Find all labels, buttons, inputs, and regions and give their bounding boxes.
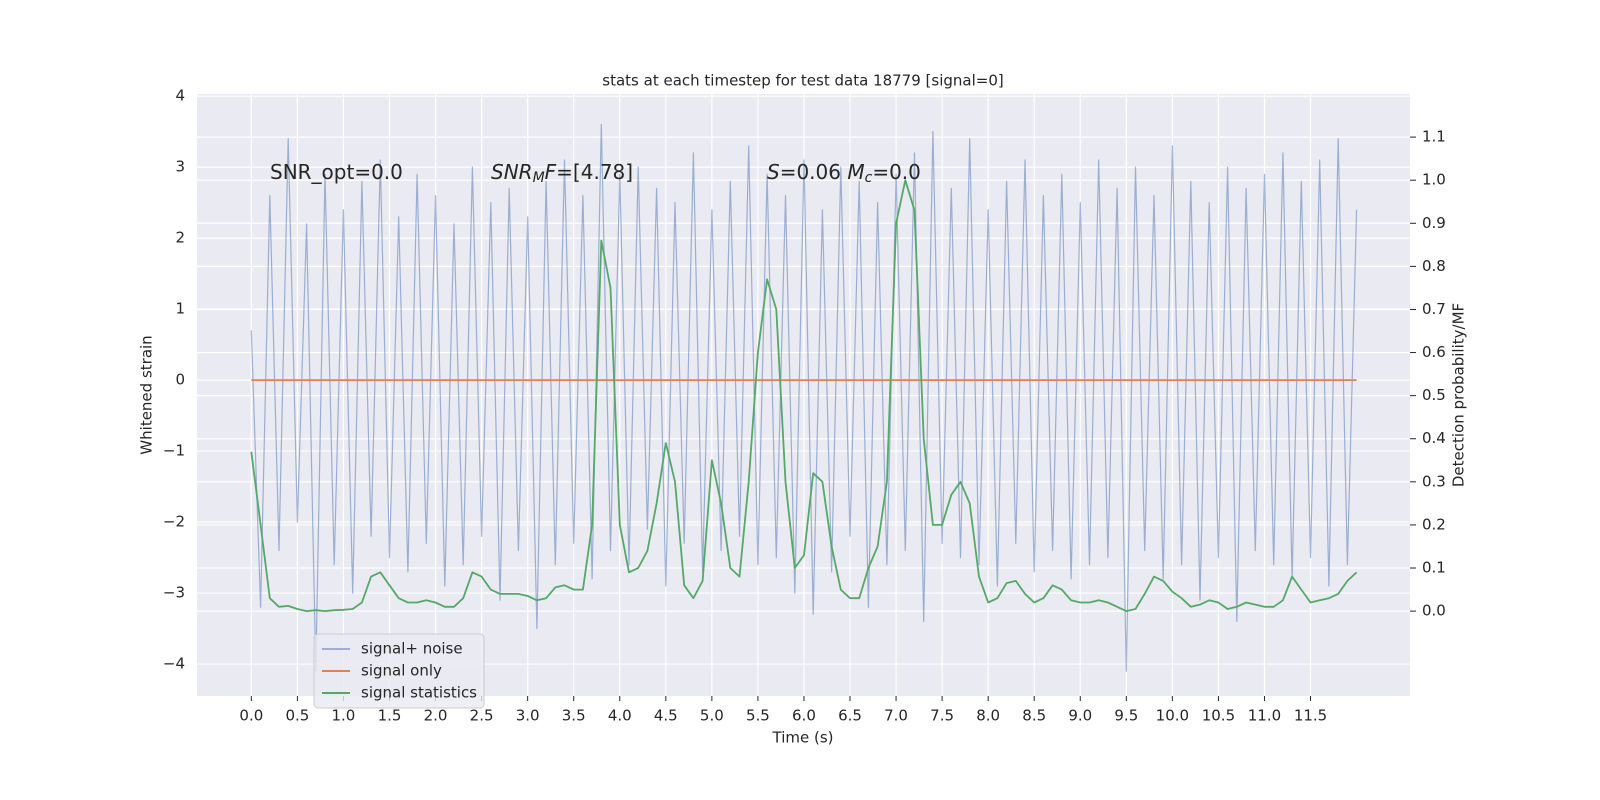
annotation-part: M bbox=[533, 170, 545, 186]
y2-tick-label: 0.9 bbox=[1422, 214, 1446, 232]
x-tick-label: 10.0 bbox=[1156, 707, 1189, 725]
y-axis-label: Whitened strain bbox=[138, 335, 156, 454]
y2-axis-label: Detection probability/MF bbox=[1450, 303, 1468, 487]
y2-tick-label: 1.1 bbox=[1422, 128, 1446, 146]
x-tick-label: 6.0 bbox=[792, 707, 816, 725]
y-tick-label: −4 bbox=[163, 655, 185, 673]
annotation-part: =0.06 bbox=[780, 160, 848, 184]
x-tick-label: 11.5 bbox=[1294, 707, 1327, 725]
x-tick-label: 3.5 bbox=[562, 707, 586, 725]
annotation: SNR_opt=0.0 bbox=[270, 160, 403, 184]
x-tick-label: 0.5 bbox=[285, 707, 309, 725]
legend-label: signal+ noise bbox=[361, 640, 463, 658]
annotation-part: M bbox=[847, 160, 864, 184]
x-tick-label: 4.5 bbox=[654, 707, 678, 725]
x-tick-label: 6.5 bbox=[838, 707, 862, 725]
x-tick-label: 8.0 bbox=[976, 707, 1000, 725]
x-tick-label: 8.5 bbox=[1022, 707, 1046, 725]
y2-tick-label: 0.1 bbox=[1422, 559, 1446, 577]
y2-tick-label: 0.6 bbox=[1422, 343, 1446, 361]
annotation: S=0.06 Mc=0.0 bbox=[767, 160, 921, 187]
y-tick-label: 0 bbox=[175, 371, 185, 389]
annotation-part: =[4.78] bbox=[556, 160, 633, 184]
annotation-part: c bbox=[865, 170, 873, 186]
annotation-part: =0.0 bbox=[872, 160, 921, 184]
y2-tick-label: 0.7 bbox=[1422, 300, 1446, 318]
y-tick-label: 1 bbox=[175, 300, 185, 318]
chart-title: stats at each timestep for test data 187… bbox=[602, 72, 1003, 90]
y2-tick-label: 0.2 bbox=[1422, 515, 1446, 533]
y2-tick-label: 0.3 bbox=[1422, 472, 1446, 490]
annotation-part: SNR_opt=0.0 bbox=[270, 160, 403, 184]
legend-box bbox=[313, 633, 485, 709]
annotation-part: S bbox=[767, 160, 780, 184]
series-line bbox=[250, 179, 1358, 612]
x-tick-label: 7.5 bbox=[930, 707, 954, 725]
x-tick-label: 3.0 bbox=[516, 707, 540, 725]
y2-tick-label: 0.8 bbox=[1422, 257, 1446, 275]
annotation-part: F bbox=[545, 160, 557, 184]
x-tick-label: 0.0 bbox=[239, 707, 263, 725]
y-tick-label: 3 bbox=[175, 158, 185, 176]
legend-label: signal statistics bbox=[361, 684, 477, 702]
legend-label: signal only bbox=[361, 662, 442, 680]
y2-tick-label: 0.0 bbox=[1422, 602, 1446, 620]
x-tick-label: 2.0 bbox=[424, 707, 448, 725]
y-tick-label: −3 bbox=[163, 584, 185, 602]
x-tick-label: 7.0 bbox=[884, 707, 908, 725]
y2-tick-label: 0.4 bbox=[1422, 429, 1446, 447]
annotation: SNRMF=[4.78] bbox=[491, 160, 633, 187]
annotation-part: SNR bbox=[491, 160, 533, 184]
x-tick-label: 10.5 bbox=[1202, 707, 1235, 725]
y2-tick-label: 0.5 bbox=[1422, 386, 1446, 404]
x-tick-label: 1.5 bbox=[378, 707, 402, 725]
x-tick-label: 5.0 bbox=[700, 707, 724, 725]
x-tick-label: 1.0 bbox=[332, 707, 356, 725]
y2-tick-label: 1.0 bbox=[1422, 171, 1446, 189]
x-tick-label: 9.0 bbox=[1068, 707, 1092, 725]
y-tick-label: 4 bbox=[175, 87, 185, 105]
y-tick-label: −1 bbox=[163, 442, 185, 460]
x-tick-label: 11.0 bbox=[1248, 707, 1281, 725]
y-tick-label: −2 bbox=[163, 513, 185, 531]
y-tick-label: 2 bbox=[175, 229, 185, 247]
x-tick-label: 9.5 bbox=[1114, 707, 1138, 725]
x-tick-label: 4.0 bbox=[608, 707, 632, 725]
x-axis-label: Time (s) bbox=[772, 729, 834, 747]
series-line bbox=[250, 123, 1358, 672]
x-tick-label: 2.5 bbox=[470, 707, 494, 725]
x-tick-label: 5.5 bbox=[746, 707, 770, 725]
